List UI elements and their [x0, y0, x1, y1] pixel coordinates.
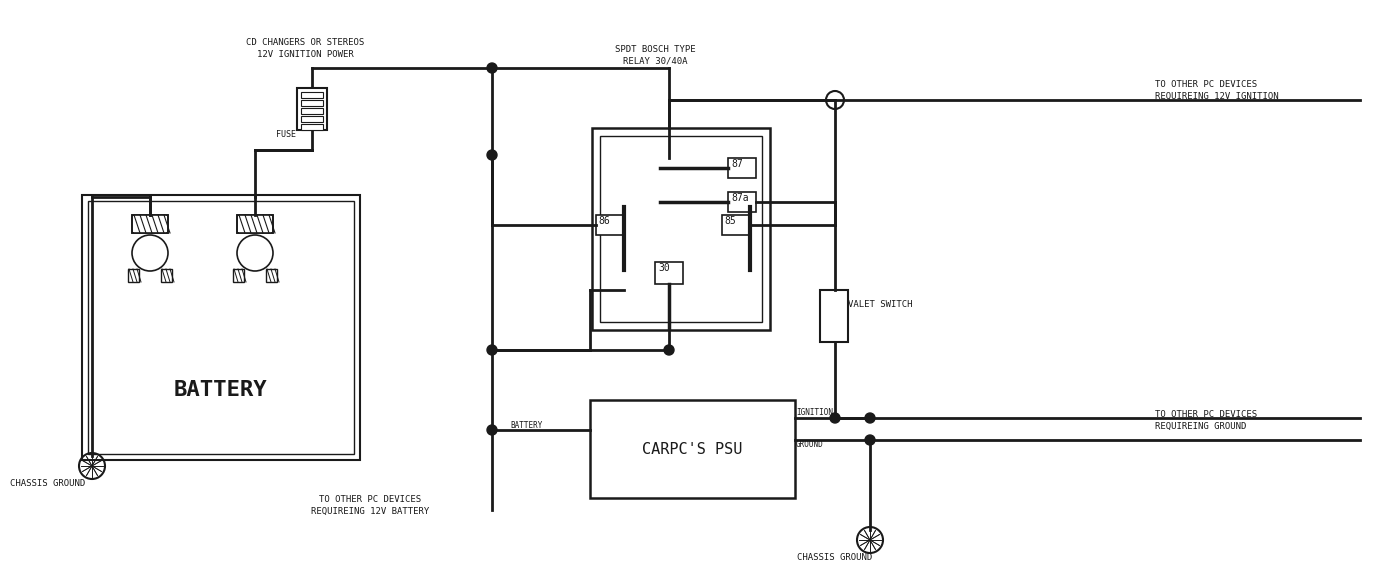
- Bar: [132, 215, 168, 233]
- Bar: [83, 195, 360, 460]
- Bar: [300, 92, 322, 98]
- Bar: [266, 269, 277, 282]
- Bar: [134, 215, 165, 233]
- Bar: [161, 269, 172, 282]
- Bar: [599, 136, 762, 322]
- Circle shape: [486, 63, 497, 73]
- Bar: [300, 116, 322, 122]
- Bar: [820, 290, 847, 342]
- Circle shape: [830, 95, 841, 105]
- Text: VALET SWITCH: VALET SWITCH: [847, 300, 912, 309]
- Bar: [300, 124, 322, 130]
- Bar: [237, 215, 273, 233]
- Text: CHASSIS GROUND: CHASSIS GROUND: [10, 479, 85, 488]
- Text: CHASSIS GROUND: CHASSIS GROUND: [798, 553, 872, 562]
- Text: 86: 86: [598, 216, 609, 226]
- Bar: [722, 215, 750, 235]
- Bar: [237, 215, 273, 233]
- Bar: [597, 215, 624, 235]
- Bar: [298, 88, 327, 130]
- Text: TO OTHER PC DEVICES
REQUIREING 12V BATTERY: TO OTHER PC DEVICES REQUIREING 12V BATTE…: [311, 495, 429, 516]
- Bar: [728, 158, 757, 178]
- Text: 87a: 87a: [730, 193, 748, 203]
- Bar: [238, 215, 271, 233]
- Text: TO OTHER PC DEVICES
REQUIREING GROUND: TO OTHER PC DEVICES REQUIREING GROUND: [1155, 410, 1257, 431]
- Bar: [128, 269, 139, 282]
- Bar: [590, 400, 795, 498]
- Bar: [132, 215, 168, 233]
- Circle shape: [486, 345, 497, 355]
- Bar: [300, 108, 322, 114]
- Bar: [88, 201, 354, 454]
- Circle shape: [486, 150, 497, 160]
- Text: 30: 30: [659, 263, 670, 273]
- Text: BATTERY: BATTERY: [510, 421, 543, 430]
- Text: BATTERY: BATTERY: [174, 380, 267, 400]
- Bar: [655, 262, 683, 284]
- Text: 87: 87: [730, 159, 743, 169]
- Circle shape: [664, 345, 674, 355]
- Circle shape: [486, 425, 497, 435]
- Text: 85: 85: [723, 216, 736, 226]
- Circle shape: [865, 413, 875, 423]
- Circle shape: [825, 91, 843, 109]
- Bar: [728, 192, 757, 212]
- Bar: [233, 269, 244, 282]
- Circle shape: [865, 435, 875, 445]
- Text: SPDT BOSCH TYPE
RELAY 30/40A: SPDT BOSCH TYPE RELAY 30/40A: [615, 45, 696, 66]
- Text: GROUND: GROUND: [796, 440, 824, 449]
- Bar: [593, 128, 770, 330]
- Text: TO OTHER PC DEVICES
REQUIREING 12V IGNITION: TO OTHER PC DEVICES REQUIREING 12V IGNIT…: [1155, 80, 1279, 101]
- Text: CD CHANGERS OR STEREOS
12V IGNITION POWER: CD CHANGERS OR STEREOS 12V IGNITION POWE…: [245, 38, 364, 59]
- Circle shape: [830, 413, 841, 423]
- Text: IGNITION: IGNITION: [796, 408, 832, 417]
- Text: FUSE: FUSE: [276, 130, 296, 139]
- Text: CARPC'S PSU: CARPC'S PSU: [642, 441, 743, 457]
- Bar: [300, 100, 322, 106]
